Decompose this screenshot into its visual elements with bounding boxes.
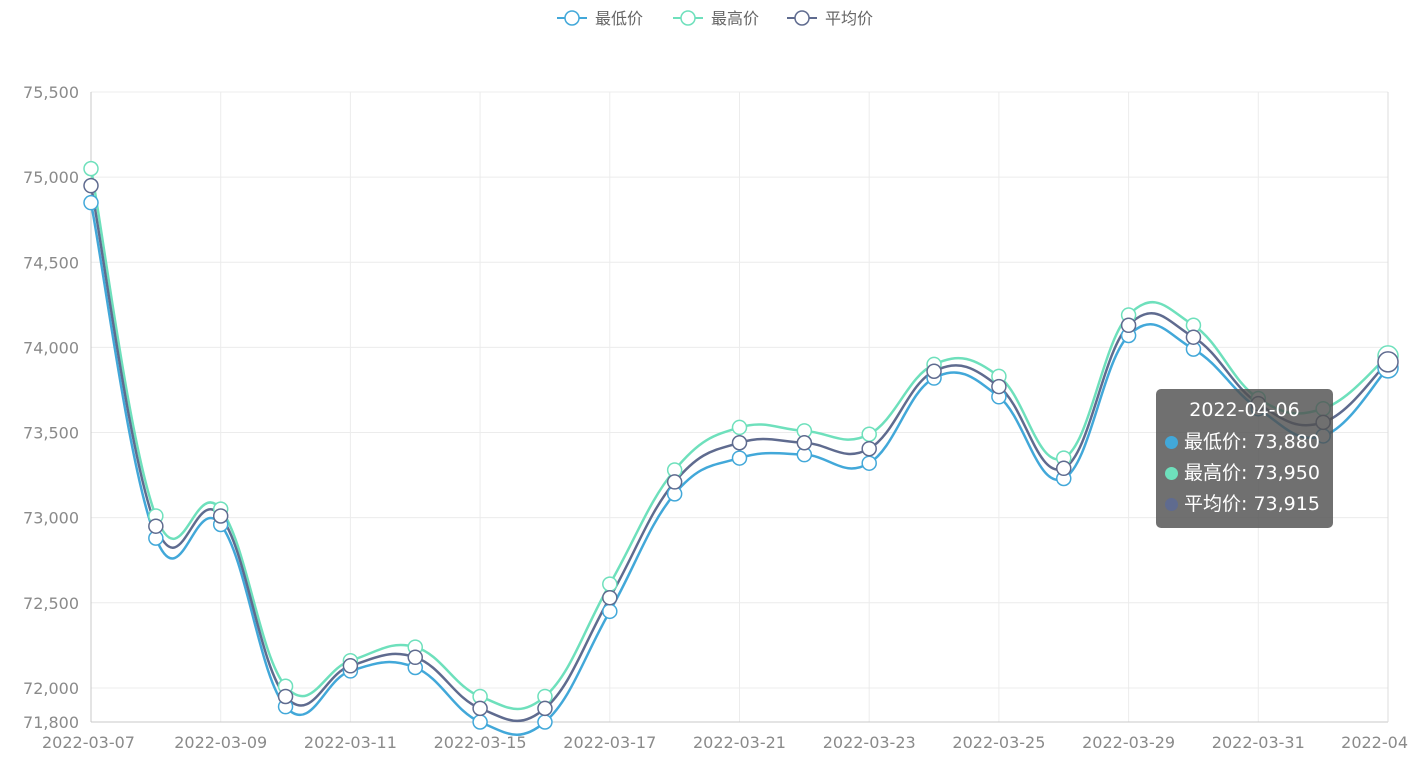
tooltip-dot-low (1165, 436, 1178, 449)
x-tick-label: 2022-03-17 (563, 733, 656, 752)
legend-label-0: 最低价 (595, 9, 643, 28)
data-point-0 (83, 194, 99, 211)
tooltip-row-avg: 平均价: 73,915 (1165, 489, 1333, 520)
legend-label-1: 最高价 (711, 9, 759, 28)
data-point-1 (861, 426, 877, 442)
data-point-2 (731, 435, 748, 451)
x-axis-ticks: 2022-03-07 2022-03-09 2022-03-11 2022-03-15… (42, 733, 1408, 752)
tooltip-text-high: 最高价: 73,950 (1184, 462, 1320, 484)
tooltip-dot-high (1165, 467, 1178, 480)
data-point-2 (1185, 329, 1202, 345)
legend[interactable]: 最低价 最高价 平均价 (557, 9, 873, 28)
tooltip-title: 2022-04-06 (1189, 399, 1300, 421)
data-point-2 (861, 440, 877, 457)
data-point-1 (602, 576, 618, 592)
data-point-0 (602, 603, 618, 620)
data-point-0 (472, 714, 488, 730)
tooltip-dot-avg (1165, 498, 1178, 511)
legend-marker-1 (680, 10, 696, 26)
data-point-2 (342, 658, 359, 674)
data-point-2 (1056, 460, 1072, 477)
x-tick-label: 2022-03-29 (1082, 733, 1175, 752)
data-point-2 (796, 435, 813, 451)
x-tick-label: 2022-03-25 (952, 733, 1045, 752)
legend-marker-0 (564, 10, 580, 26)
y-tick-label: 74,000 (23, 338, 79, 357)
y-tick-label: 73,500 (23, 424, 79, 443)
y-tick-label: 75,000 (23, 168, 79, 187)
y-tick-label: 72,500 (23, 594, 79, 613)
y-axis-ticks: 71,800 72,000 72,500 73,000 73,500 74,000 74,5… (23, 83, 79, 732)
series-line-0 (89, 202, 1389, 736)
legend-marker-2 (794, 10, 810, 26)
tooltip-text-avg: 平均价: 73,915 (1184, 493, 1320, 515)
data-point-1 (83, 160, 99, 177)
x-tick-label: 2022-03-15 (434, 733, 527, 752)
y-tick-label: 74,500 (23, 253, 79, 272)
y-tick-label: 75,500 (23, 83, 79, 102)
y-tick-label: 73,000 (23, 509, 79, 528)
data-point-2 (991, 378, 1007, 395)
tooltip: 2022-04-06 最低价: 73,880 最高价: 73,950 平均价: … (1156, 389, 1333, 528)
data-point-2 (602, 589, 618, 606)
data-point-2 (472, 700, 488, 717)
x-tick-label: 2022-03-21 (693, 733, 786, 752)
series-line-1 (89, 168, 1389, 711)
data-point-2 (537, 700, 553, 717)
x-tick-label: 2022-03-11 (304, 733, 397, 752)
tooltip-row-low: 最低价: 73,880 (1165, 427, 1333, 458)
data-point-2 (277, 688, 294, 705)
data-point-2 (407, 649, 423, 666)
data-point-2 (1120, 317, 1137, 334)
data-point-0 (731, 450, 748, 466)
data-point-0 (861, 455, 877, 471)
tooltip-text-low: 最低价: 73,880 (1184, 431, 1320, 453)
x-tick-label: 2022-03-23 (823, 733, 916, 752)
x-tick-label: 2022-03-09 (174, 733, 267, 752)
data-point-0 (537, 714, 553, 730)
y-tick-label: 71,800 (23, 713, 79, 732)
data-point-2 (212, 508, 229, 524)
tooltip-row-high: 最高价: 73,950 (1165, 458, 1333, 489)
y-tick-label: 72,000 (23, 679, 79, 698)
data-point-1 (731, 419, 748, 436)
data-point-2 (666, 474, 683, 490)
data-point-2 (926, 363, 942, 379)
x-tick-label: 2022-03-07 (42, 733, 135, 752)
legend-label-2: 平均价 (825, 9, 873, 28)
data-point-2 (1377, 351, 1399, 373)
series-group (83, 160, 1399, 736)
x-tick-label: 2022-03-31 (1212, 733, 1305, 752)
data-point-2 (83, 177, 99, 194)
x-tick-label: 2022-04 (1341, 733, 1408, 752)
data-point-2 (148, 518, 164, 534)
